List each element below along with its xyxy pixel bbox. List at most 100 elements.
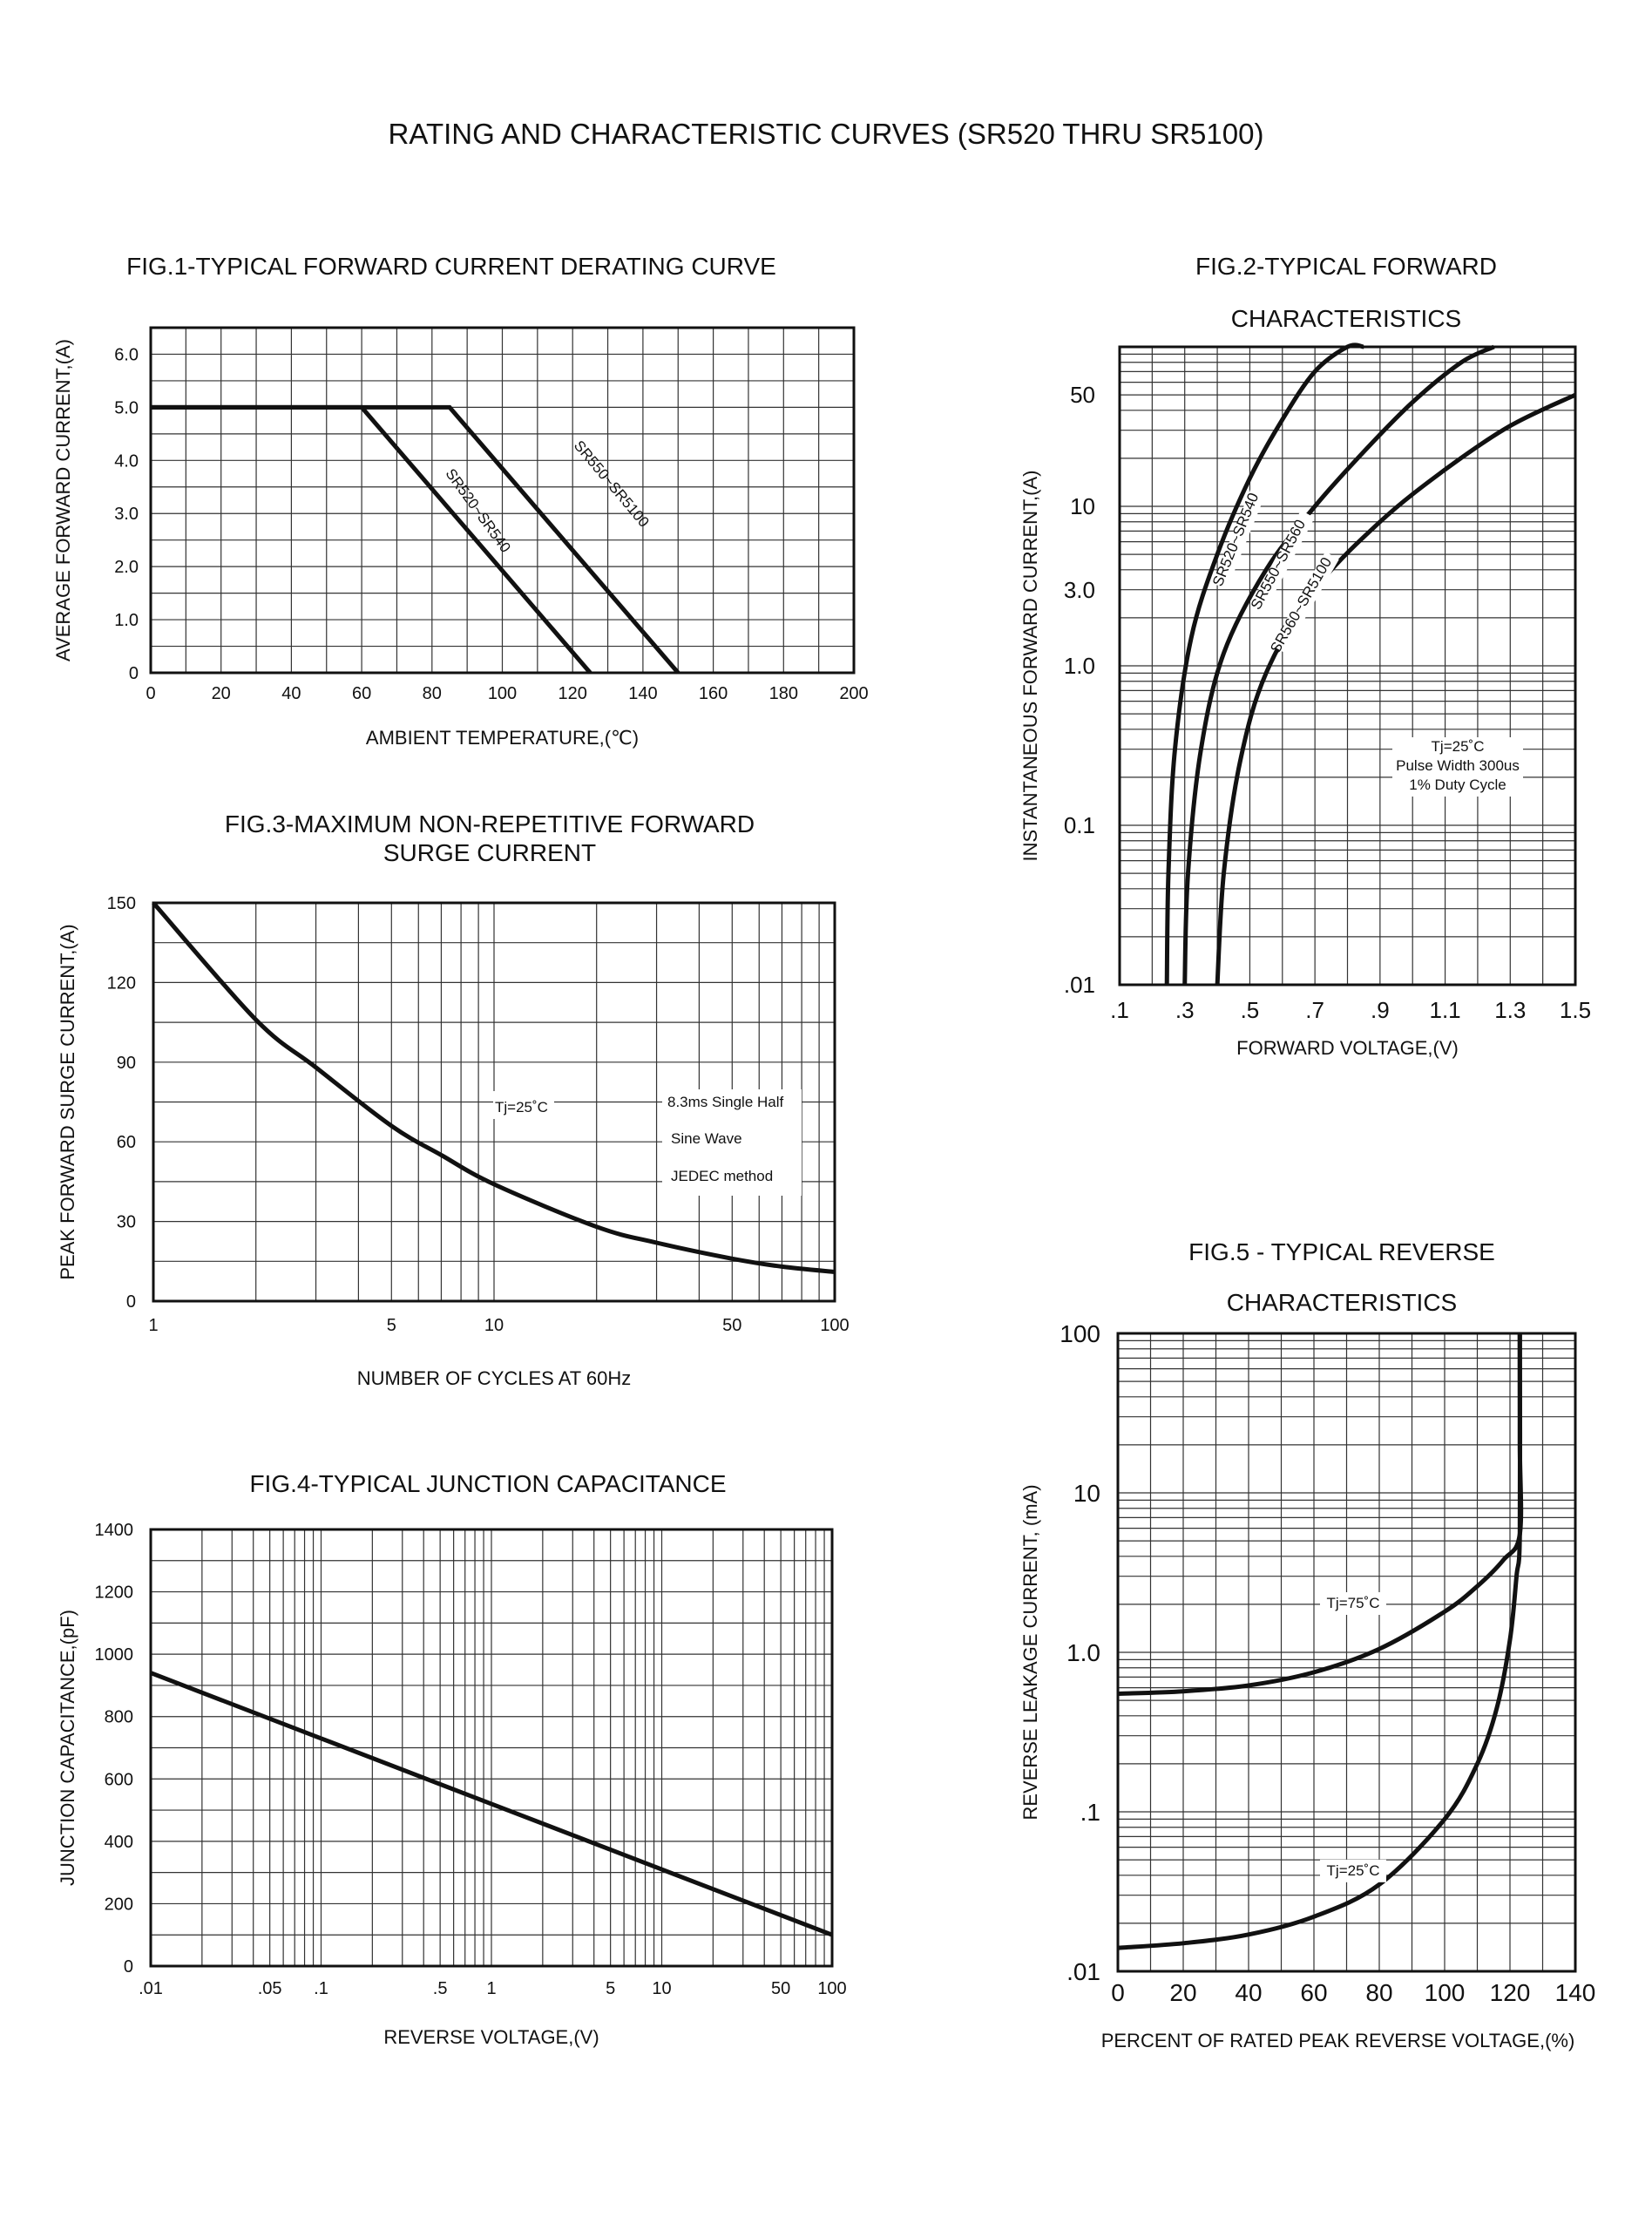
y-axis-label: INSTANTANEOUS FORWARD CURRENT,(A)	[1019, 471, 1041, 862]
y-tick-label: 10	[1070, 493, 1095, 519]
y-tick-label: 120	[107, 973, 136, 993]
x-tick-label: 100	[488, 684, 517, 703]
series-line	[150, 1671, 833, 1937]
y-tick-label: .01	[1064, 972, 1095, 998]
chart-title-line: SURGE CURRENT	[383, 839, 596, 866]
annotation-bg	[662, 1089, 802, 1196]
x-tick-label: 5	[387, 1316, 396, 1335]
x-tick-label: 20	[1169, 1979, 1196, 2006]
y-tick-label: 0	[124, 1957, 133, 1977]
y-tick-label: .01	[1066, 1958, 1100, 1985]
y-tick-label: 3.0	[114, 505, 139, 524]
series-line	[1215, 392, 1577, 986]
y-tick-label: 5.0	[114, 398, 139, 417]
fig4-junction-capacitance-chart: .01.05.1.5 1 5 10 50 100020040060080010001200…	[57, 1470, 847, 2048]
chart-title-line: FIG.3-MAXIMUM NON-REPETITIVE FORWARD	[225, 810, 755, 837]
x-tick-label: .3	[1175, 997, 1195, 1023]
series-line	[1182, 344, 1495, 986]
x-tick-label: 200	[839, 684, 868, 703]
x-tick-label: 120	[559, 684, 587, 703]
y-tick-label: 1.0	[114, 611, 139, 630]
y-tick-label: 100	[1060, 1320, 1100, 1347]
y-tick-label: 200	[105, 1895, 133, 1914]
x-tick-label: .5	[1241, 997, 1260, 1023]
x-tick-label: 5	[606, 1979, 615, 1998]
fig1-derating-chart: 0 20 40 60 80 100 120 140 160 180 200 0 1.0 2.0 3.0 4.0…	[52, 253, 869, 749]
y-tick-label: 10	[1073, 1480, 1100, 1507]
annotation-text: Pulse Width 300us	[1396, 757, 1520, 774]
x-axis-label: PERCENT OF RATED PEAK REVERSE VOLTAGE,(%…	[1101, 2030, 1575, 2051]
annotation-text: 8.3ms Single Half	[667, 1094, 784, 1110]
page-title: RATING AND CHARACTERISTIC CURVES (SR520 …	[389, 118, 1264, 150]
x-tick-label: .5	[433, 1979, 448, 1998]
series-line	[151, 404, 680, 675]
y-tick-label: 30	[117, 1213, 136, 1232]
x-tick-label: 1	[148, 1316, 158, 1335]
y-tick-label: 1400	[95, 1521, 134, 1540]
x-tick-label: .9	[1371, 997, 1390, 1023]
y-tick-label: 150	[107, 894, 136, 913]
fig5-reverse-characteristics-chart: 0 20 40 60 80 100 120 140 .01 .1 1.0 10 100 PERCENT O…	[1019, 1238, 1595, 2051]
series-line	[1117, 1332, 1523, 1950]
y-tick-label: 0	[126, 1292, 136, 1312]
x-tick-label: 160	[699, 684, 728, 703]
x-axis-label: REVERSE VOLTAGE,(V)	[383, 2026, 599, 2048]
x-axis-label: FORWARD VOLTAGE,(V)	[1236, 1037, 1459, 1059]
x-tick-label: 20	[212, 684, 231, 703]
series-label: Tj=25˚C	[1327, 1862, 1380, 1879]
fig3-surge-current-chart: 1 5 10 50 100 0 30 60 90 120 150 NUMBER OF CYCLES A…	[57, 810, 850, 1389]
y-tick-label: 0.1	[1064, 812, 1095, 838]
annotation-text: Sine Wave	[671, 1130, 742, 1147]
series-label: Tj=75˚C	[1327, 1595, 1380, 1611]
series-line	[1117, 1333, 1524, 1696]
x-tick-label: 50	[771, 1979, 790, 1998]
x-tick-label: 0	[1111, 1979, 1125, 2006]
y-tick-label: 90	[117, 1054, 136, 1073]
y-axis-label: JUNCTION CAPACITANCE,(pF)	[57, 1610, 78, 1886]
label-bg	[1320, 1859, 1386, 1882]
y-tick-label: 0	[129, 664, 139, 683]
x-tick-label: .1	[1110, 997, 1129, 1023]
x-axis-label: AMBIENT TEMPERATURE,(℃)	[366, 727, 639, 749]
label-bg	[1212, 483, 1268, 590]
y-tick-label: 1.0	[1064, 653, 1095, 679]
x-tick-label: 60	[1300, 1979, 1327, 2006]
x-tick-label: 40	[1235, 1979, 1262, 2006]
x-tick-label: 140	[1555, 1979, 1596, 2006]
x-tick-label: 80	[423, 684, 442, 703]
chart-title-line: FIG.5 - TYPICAL REVERSE	[1188, 1238, 1495, 1265]
x-tick-label: .05	[258, 1979, 282, 1998]
label-bg	[1320, 1591, 1386, 1615]
y-axis-label: PEAK FORWARD SURGE CURRENT,(A)	[57, 924, 78, 1279]
x-tick-label: 40	[281, 684, 301, 703]
y-axis-label: REVERSE LEAKAGE CURRENT, (mA)	[1019, 1484, 1041, 1820]
x-tick-label: 10	[484, 1316, 504, 1335]
x-tick-label: 140	[628, 684, 657, 703]
y-tick-label: 4.0	[114, 451, 139, 471]
chart-title: FIG.4-TYPICAL JUNCTION CAPACITANCE	[249, 1470, 726, 1497]
y-tick-label: .1	[1080, 1799, 1100, 1826]
y-tick-label: 1200	[95, 1583, 134, 1603]
annotation-text: JEDEC method	[671, 1168, 773, 1184]
x-tick-label: 120	[1490, 1979, 1531, 2006]
x-tick-label: 80	[1365, 1979, 1392, 2006]
y-axis-label: AVERAGE FORWARD CURRENT,(A)	[52, 339, 74, 661]
x-axis-label: NUMBER OF CYCLES AT 60Hz	[357, 1367, 632, 1389]
y-tick-label: 2.0	[114, 558, 139, 577]
x-tick-label: 50	[722, 1316, 741, 1335]
x-tick-label: 100	[820, 1316, 849, 1335]
y-tick-label: 1.0	[1066, 1639, 1100, 1666]
chart-title-line: FIG.2-TYPICAL FORWARD	[1195, 253, 1497, 280]
chart-title: FIG.1-TYPICAL FORWARD CURRENT DERATING C…	[126, 253, 776, 280]
series-line	[1164, 342, 1364, 986]
annotation-text: Tj=25˚C	[495, 1099, 548, 1116]
plot-frame	[152, 901, 836, 1303]
x-tick-label: 0	[146, 684, 155, 703]
x-tick-label: 1.5	[1560, 997, 1591, 1023]
annotation-bg	[493, 1091, 554, 1119]
x-tick-label: 60	[352, 684, 371, 703]
chart-title-line: CHARACTERISTICS	[1227, 1289, 1457, 1316]
annotation-bg	[1392, 737, 1523, 797]
x-tick-label: .01	[139, 1979, 163, 1998]
